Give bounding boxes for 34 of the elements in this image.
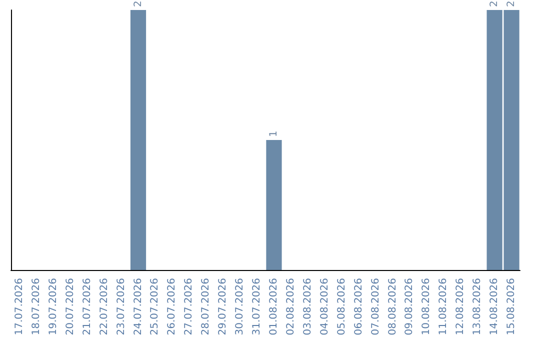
- x-tick-label: 26.07.2026: [166, 278, 178, 336]
- x-tick-label: 23.07.2026: [116, 278, 127, 336]
- x-tick-label: 28.07.2026: [200, 278, 212, 336]
- x-tick-label: 12.08.2026: [455, 278, 466, 336]
- x-tick-label: 04.08.2026: [319, 278, 330, 336]
- data-label: 2: [506, 0, 518, 7]
- x-tick-label: 03.08.2026: [302, 278, 314, 336]
- x-tick-label: 29.07.2026: [218, 278, 229, 336]
- data-label: 1: [268, 130, 280, 137]
- x-tick-label: 18.07.2026: [30, 278, 42, 336]
- x-tick-label: 13.08.2026: [472, 278, 484, 336]
- x-tick-label: 15.08.2026: [506, 278, 518, 336]
- x-tick-label: 06.08.2026: [353, 278, 364, 336]
- x-tick-label: 22.07.2026: [98, 278, 110, 336]
- x-tick-label: 01.08.2026: [268, 278, 280, 336]
- x-tick-label: 30.07.2026: [234, 278, 246, 336]
- x-tick-label: 05.08.2026: [336, 278, 348, 336]
- x-tick-label: 09.08.2026: [404, 278, 416, 336]
- x-tick-label: 31.07.2026: [252, 278, 263, 336]
- data-label: 2: [489, 0, 500, 7]
- x-tick-label: 14.08.2026: [489, 278, 500, 336]
- x-tick-label: 07.08.2026: [370, 278, 382, 336]
- x-tick-label: 11.08.2026: [438, 278, 450, 336]
- x-tick-label: 02.08.2026: [285, 278, 296, 336]
- x-tick-label: 20.07.2026: [64, 278, 76, 336]
- x-tick-label: 24.07.2026: [132, 278, 144, 336]
- x-tick-label: 21.07.2026: [82, 278, 93, 336]
- x-tick-label: 27.07.2026: [184, 278, 195, 336]
- x-tick-label: 08.08.2026: [387, 278, 398, 336]
- x-tick-label: 17.07.2026: [14, 278, 25, 336]
- data-label: 2: [132, 0, 144, 7]
- x-tick-label: 25.07.2026: [150, 278, 161, 336]
- x-tick-label: 19.07.2026: [48, 278, 59, 336]
- x-tick-label: 10.08.2026: [421, 278, 432, 336]
